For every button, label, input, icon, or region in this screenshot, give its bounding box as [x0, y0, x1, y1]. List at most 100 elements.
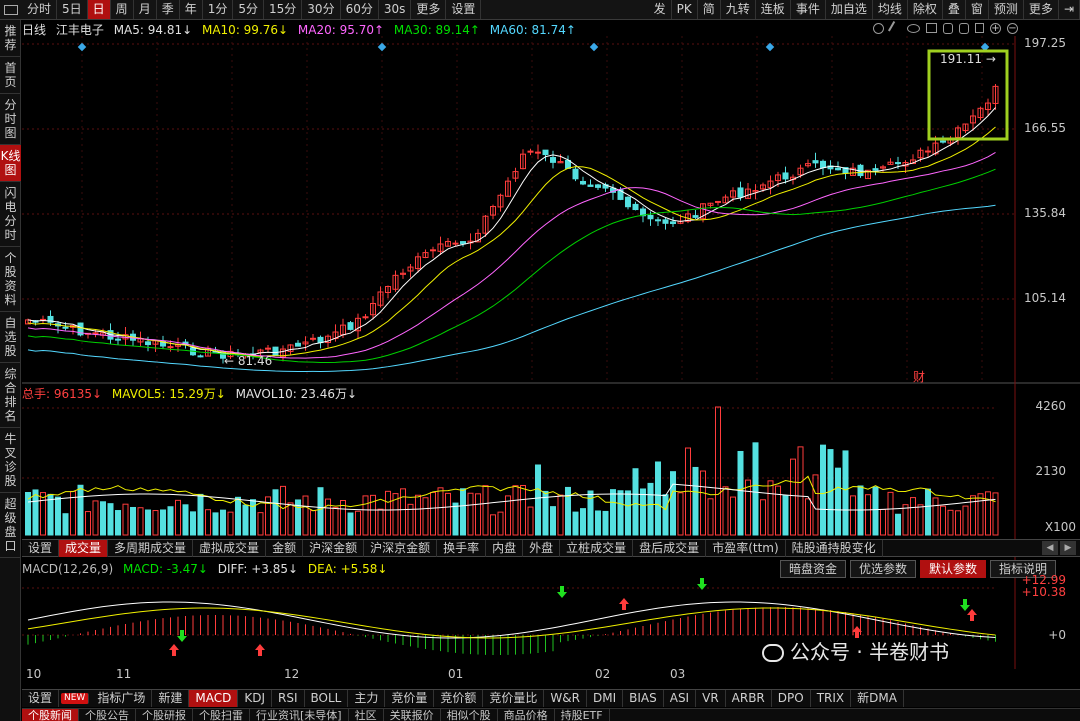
zoom-out-icon[interactable]: − — [1007, 23, 1018, 34]
indicator-tab[interactable]: MACD — [189, 690, 239, 707]
indicator-tab[interactable]: KDJ — [238, 690, 273, 707]
info-tab[interactable]: 社区 — [349, 709, 384, 721]
gear-icon[interactable] — [873, 23, 884, 34]
sidebar-item[interactable]: 综合排名 — [0, 363, 21, 428]
period-tab[interactable]: 年 — [180, 0, 203, 19]
indicator-tab[interactable]: 成交量 — [59, 540, 109, 557]
indicator-tab[interactable]: 新DMA — [851, 690, 904, 707]
period-tab[interactable]: 日 — [87, 0, 111, 19]
period-tab[interactable]: 分时 — [22, 0, 58, 19]
info-tab[interactable]: 持股ETF — [555, 709, 610, 721]
indicator-tab[interactable]: W&R — [544, 690, 587, 707]
period-tab[interactable]: 季 — [157, 0, 180, 19]
zoom-in-icon[interactable]: + — [990, 23, 1001, 34]
stock-chart[interactable] — [22, 20, 1080, 669]
indicator-tab[interactable]: 竞价额 — [434, 690, 484, 707]
toolbar-action[interactable]: 简 — [698, 0, 721, 19]
info-tab[interactable]: 行业资讯[未导体] — [250, 709, 349, 721]
scroll-left-icon[interactable]: ◀ — [1042, 541, 1058, 555]
indicator-tab[interactable]: 沪深金额 — [303, 540, 365, 557]
period-tab[interactable]: 周 — [111, 0, 134, 19]
macd-option-button[interactable]: 默认参数 — [919, 560, 986, 578]
sidebar-item[interactable]: 推荐 — [0, 20, 21, 57]
sidebar-item[interactable]: 牛叉诊股 — [0, 428, 21, 493]
info-tab[interactable]: 个股新闻 — [22, 709, 79, 721]
toolbar-action[interactable]: 九转 — [721, 0, 756, 19]
period-tab[interactable]: 15分 — [264, 0, 303, 19]
info-tab[interactable]: 个股扫雷 — [193, 709, 250, 721]
info-tab[interactable]: 个股公告 — [79, 709, 136, 721]
indicator-tab[interactable]: 立桩成交量 — [560, 540, 634, 557]
indicator-tab[interactable]: 盘后成交量 — [633, 540, 707, 557]
sidebar-item[interactable]: 自选股 — [0, 312, 21, 363]
indicator-tab[interactable]: ASI — [664, 690, 697, 707]
period-tab[interactable]: 月 — [134, 0, 157, 19]
sidebar-item[interactable]: K线图 — [0, 145, 21, 182]
indicator-tab[interactable]: 设置 — [22, 540, 60, 557]
indicator-tab[interactable]: 多周期成交量 — [108, 540, 194, 557]
info-tab[interactable]: 个股研报 — [136, 709, 193, 721]
toolbar-action[interactable]: 均线 — [873, 0, 908, 19]
eye-icon[interactable] — [907, 24, 920, 33]
indicator-tab[interactable]: 竞价量 — [385, 690, 435, 707]
period-tab[interactable]: 5日 — [57, 0, 88, 19]
sidebar-item[interactable]: 分时图 — [0, 94, 21, 145]
indicator-tab[interactable]: BOLL — [305, 690, 349, 707]
period-tab[interactable]: 60分 — [341, 0, 379, 19]
period-tab[interactable]: 1分 — [203, 0, 234, 19]
indicator-tab[interactable]: 虚拟成交量 — [193, 540, 267, 557]
indicator-tab[interactable]: DMI — [587, 690, 624, 707]
period-tab[interactable]: 30分 — [302, 0, 341, 19]
period-tab[interactable]: 更多 — [411, 0, 447, 19]
indicator-tab[interactable]: 设置 — [22, 690, 60, 707]
indicator-tab[interactable]: 换手率 — [437, 540, 487, 557]
toolbar-action[interactable]: 连板 — [756, 0, 791, 19]
indicator-tab[interactable]: RSI — [272, 690, 305, 707]
indicator-tab[interactable]: 沪深京金额 — [364, 540, 438, 557]
indicator-tab[interactable]: ARBR — [726, 690, 772, 707]
toolbar-action[interactable]: 除权 — [908, 0, 943, 19]
lock-icon[interactable] — [975, 23, 984, 33]
indicator-tab[interactable]: DPO — [772, 690, 811, 707]
exit-icon[interactable]: ⇥ — [1059, 0, 1080, 19]
hand-icon[interactable] — [943, 23, 953, 34]
indicator-tab[interactable]: TRIX — [811, 690, 852, 707]
scroll-right-icon[interactable]: ▶ — [1060, 541, 1076, 555]
indicator-tab[interactable]: 陆股通持股变化 — [786, 540, 883, 557]
indicator-tab[interactable]: 市盈率(ttm) — [706, 540, 786, 557]
sidebar-item[interactable]: 首页 — [0, 57, 21, 94]
sidebar-item[interactable]: 超级盘口 — [0, 493, 21, 558]
toolbar-action[interactable]: PK — [672, 0, 698, 19]
toolbar-action[interactable]: 窗 — [966, 0, 989, 19]
info-tab[interactable]: 相似个股 — [441, 709, 498, 721]
toolbar-action[interactable]: 发 — [649, 0, 672, 19]
macd-option-button[interactable]: 暗盘资金 — [779, 560, 846, 578]
indicator-tab[interactable]: 指标广场 — [91, 690, 153, 707]
indicator-tab[interactable]: 内盘 — [486, 540, 524, 557]
info-tab[interactable]: 关联报价 — [384, 709, 441, 721]
macd-option-button[interactable]: 优选参数 — [849, 560, 916, 578]
indicator-tab[interactable]: 金额 — [266, 540, 304, 557]
toolbar-action[interactable]: 预测 — [989, 0, 1024, 19]
indicator-tab[interactable]: 新建 — [152, 690, 190, 707]
indicator-tab[interactable]: 主力 — [348, 690, 386, 707]
indicator-tab[interactable]: VR — [696, 690, 726, 707]
period-tab[interactable]: 5分 — [233, 0, 265, 19]
indicator-tab[interactable]: 竞价量比 — [483, 690, 545, 707]
hand-drag-icon[interactable] — [959, 23, 969, 34]
toolbar-action[interactable]: 更多 — [1024, 0, 1059, 19]
toolbar-action[interactable]: 事件 — [791, 0, 826, 19]
period-tab[interactable]: 设置 — [446, 0, 482, 19]
toolbar-action[interactable]: 加自选 — [826, 0, 873, 19]
info-tab[interactable]: 商品价格 — [498, 709, 555, 721]
basket-icon[interactable] — [926, 23, 937, 33]
sidebar-item[interactable]: 个股资料 — [0, 247, 21, 312]
grid-menu-icon[interactable] — [4, 4, 18, 15]
macd-option-button[interactable]: 指标说明 — [989, 560, 1056, 578]
financial-report-marker[interactable]: 财 — [913, 370, 926, 384]
toolbar-action[interactable]: 叠 — [943, 0, 966, 19]
indicator-tab[interactable]: BIAS — [623, 690, 664, 707]
indicator-tab[interactable]: 外盘 — [523, 540, 561, 557]
period-tab[interactable]: 30s — [379, 0, 412, 19]
sidebar-item[interactable]: 闪电分时 — [0, 182, 21, 247]
